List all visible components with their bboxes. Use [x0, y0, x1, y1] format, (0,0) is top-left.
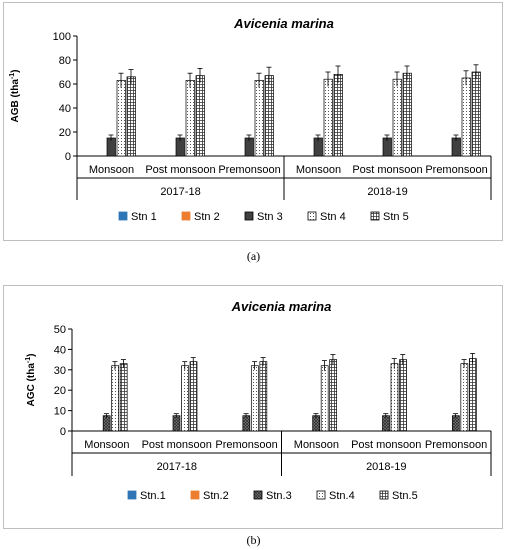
season-label: Post monsoon: [145, 164, 215, 176]
legend-label: Stn.2: [203, 490, 229, 502]
year-label: 2017-18: [157, 461, 197, 473]
season-label: Monsoon: [294, 439, 339, 451]
bar-stn4: [116, 80, 126, 157]
bar-stn4: [392, 78, 402, 157]
legend-swatch: [307, 211, 317, 221]
y-tick-label: 50: [54, 324, 66, 336]
bar-stn5: [399, 359, 407, 432]
bar-stn5: [195, 75, 205, 157]
y-tick-label: 10: [54, 406, 66, 418]
bar-stn5: [189, 361, 198, 432]
y-axis-label-close: ): [26, 354, 37, 357]
y-tick-label: 60: [59, 79, 71, 91]
legend-label: Stn 3: [257, 211, 283, 223]
legend-swatch: [127, 490, 137, 500]
bar-stn4: [111, 365, 120, 432]
y-axis-label-text: AGB (tha: [10, 79, 21, 123]
season-label: Monsoon: [89, 164, 134, 176]
chart-a-svg: Avicenia marina AGB (tha-1) 0 20 40 60 80 100 Mo…: [9, 16, 492, 223]
bar-stn3: [312, 415, 321, 432]
legend-swatch: [316, 490, 326, 500]
bar-stn4: [181, 365, 189, 432]
legend-swatch: [181, 211, 191, 221]
year-label: 2018-19: [367, 186, 407, 198]
bar-stn5: [471, 71, 481, 157]
season-label: Premonsoon: [215, 439, 277, 451]
y-axis-label: AGC (tha-1): [25, 354, 37, 407]
bar-stn4: [323, 78, 333, 157]
y-tick-label: 80: [59, 55, 71, 67]
legend-label: Stn 4: [320, 211, 346, 223]
legend-swatch: [244, 211, 254, 221]
bar-stn4: [460, 363, 469, 432]
legend-label: Stn 1: [131, 211, 157, 223]
y-tick-label: 0: [65, 151, 71, 163]
bar-stn5: [126, 76, 136, 157]
chart-title: Avicenia marina: [233, 16, 334, 31]
caption-b: (b): [246, 533, 261, 547]
legend-label: Stn 5: [383, 211, 409, 223]
chart-panel-a: Avicenia marina AGB (tha-1) 0 20 40 60 80 100 Mo…: [3, 2, 503, 241]
y-axis-label: AGB (tha-1): [9, 70, 21, 123]
year-label: 2017-18: [160, 186, 200, 198]
season-label: Premonsoon: [425, 164, 487, 176]
y-axis-label-sup: -1: [9, 73, 16, 79]
bar-stn3: [242, 415, 251, 432]
y-tick-label: 0: [60, 426, 66, 438]
bar-stn3: [102, 415, 111, 432]
legend-label: Stn.3: [266, 490, 292, 502]
legend-label: Stn.4: [329, 490, 355, 502]
season-label: Post monsoon: [352, 164, 422, 176]
legend-swatch: [379, 490, 389, 500]
bar-stn5: [119, 363, 128, 432]
season-label: Premonsoon: [425, 439, 487, 451]
y-axis-label-text: AGC (tha: [26, 363, 37, 407]
legend-swatch: [118, 211, 128, 221]
caption-a: (a): [246, 249, 261, 263]
season-label: Premonsoon: [218, 164, 280, 176]
season-label: Monsoon: [84, 439, 129, 451]
y-tick-label: 20: [54, 385, 66, 397]
bar-stn4: [254, 80, 264, 157]
y-tick-label: 40: [59, 103, 71, 115]
bar-stn5: [402, 72, 412, 157]
y-tick-label: 100: [53, 31, 71, 43]
legend-swatch: [370, 211, 380, 221]
y-tick-label: 40: [54, 344, 66, 356]
bar-stn4: [461, 77, 471, 157]
season-label: Monsoon: [296, 164, 341, 176]
chart-title: Avicenia marina: [231, 299, 332, 314]
bar-stn4: [185, 80, 195, 157]
bar-stn3: [172, 415, 181, 432]
season-label: Post monsoon: [351, 439, 421, 451]
legend-label: Stn.5: [392, 490, 418, 502]
y-axis-label-close: ): [10, 70, 21, 73]
bar-stn4: [390, 363, 399, 432]
legend-swatch: [253, 490, 263, 500]
legend-label: Stn.1: [140, 490, 166, 502]
chart-panel-b: Avicenia marina AGC (tha-1) 0 10 20 30 40 50 Mon…: [3, 285, 503, 529]
y-tick-label: 20: [59, 127, 71, 139]
y-axis-label-sup: -1: [25, 357, 32, 363]
bar-stn5: [329, 359, 338, 432]
bar-stn5: [333, 74, 343, 157]
legend-label: Stn 2: [194, 211, 220, 223]
chart-b-svg: Avicenia marina AGC (tha-1) 0 10 20 30 40 50 Mon…: [25, 299, 492, 502]
season-label: Post monsoon: [142, 439, 212, 451]
y-tick-label: 30: [54, 365, 66, 377]
bar-stn3: [382, 415, 390, 432]
legend-swatch: [190, 490, 200, 500]
bar-stn5: [259, 361, 268, 432]
bar-stn4: [320, 365, 329, 432]
bar-stn5: [468, 358, 477, 432]
year-label: 2018-19: [366, 461, 406, 473]
bar-stn5: [264, 75, 274, 157]
bar-stn4: [250, 365, 259, 432]
bar-stn3: [451, 415, 460, 432]
